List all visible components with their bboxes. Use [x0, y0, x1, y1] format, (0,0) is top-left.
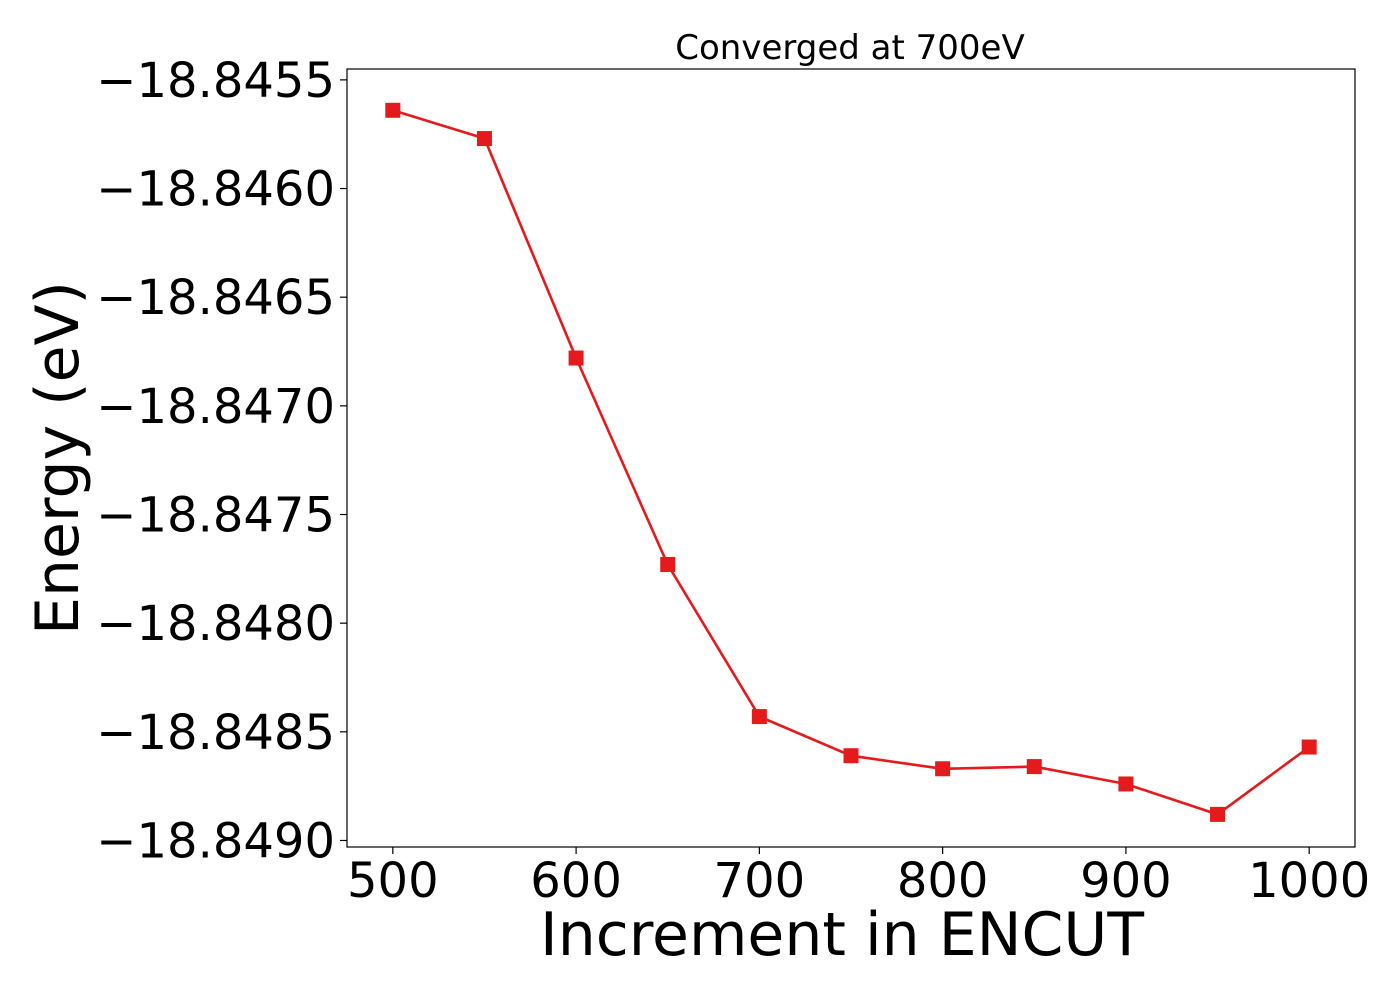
- y-axis-ticks: −18.8455 −18.8460 −18.8465 −18.8470 −18.8475…: [96, 53, 347, 869]
- x-tick-label: 600: [530, 853, 622, 909]
- y-tick-label: −18.8455: [96, 53, 335, 109]
- data-point: [843, 748, 859, 764]
- y-axis-label: Energy (eV): [23, 281, 93, 635]
- data-point: [1301, 739, 1317, 755]
- series-layer: [385, 102, 1317, 822]
- y-tick-label: −18.8485: [96, 705, 335, 761]
- x-axis-ticks: 500 600 700 800 900 1000: [347, 847, 1370, 909]
- plot-area: [346, 68, 1356, 848]
- x-tick-label: 900: [1080, 853, 1172, 909]
- x-tick-label: 1000: [1248, 853, 1370, 909]
- x-axis-label: Increment in ENCUT: [540, 900, 1144, 970]
- y-tick-label: −18.8475: [96, 488, 335, 544]
- data-point: [568, 350, 584, 366]
- x-tick-label: 500: [347, 853, 439, 909]
- data-point: [476, 131, 492, 147]
- y-tick-label: −18.8460: [96, 162, 335, 218]
- y-tick-label: −18.8465: [96, 270, 335, 326]
- chart-title: Converged at 700eV: [675, 28, 1024, 68]
- data-point: [1118, 776, 1134, 792]
- data-point: [660, 556, 676, 572]
- x-tick-label: 700: [714, 853, 806, 909]
- y-tick-label: −18.8490: [96, 813, 335, 869]
- y-tick-label: −18.8470: [96, 379, 335, 435]
- data-point: [1210, 806, 1226, 822]
- x-tick-label: 800: [897, 853, 989, 909]
- data-point: [751, 709, 767, 725]
- series-line: [392, 109, 1310, 816]
- data-point: [385, 102, 401, 118]
- data-point: [935, 761, 951, 777]
- data-point: [1026, 759, 1042, 775]
- y-tick-label: −18.8480: [96, 596, 335, 652]
- plot-frame: [346, 68, 1356, 848]
